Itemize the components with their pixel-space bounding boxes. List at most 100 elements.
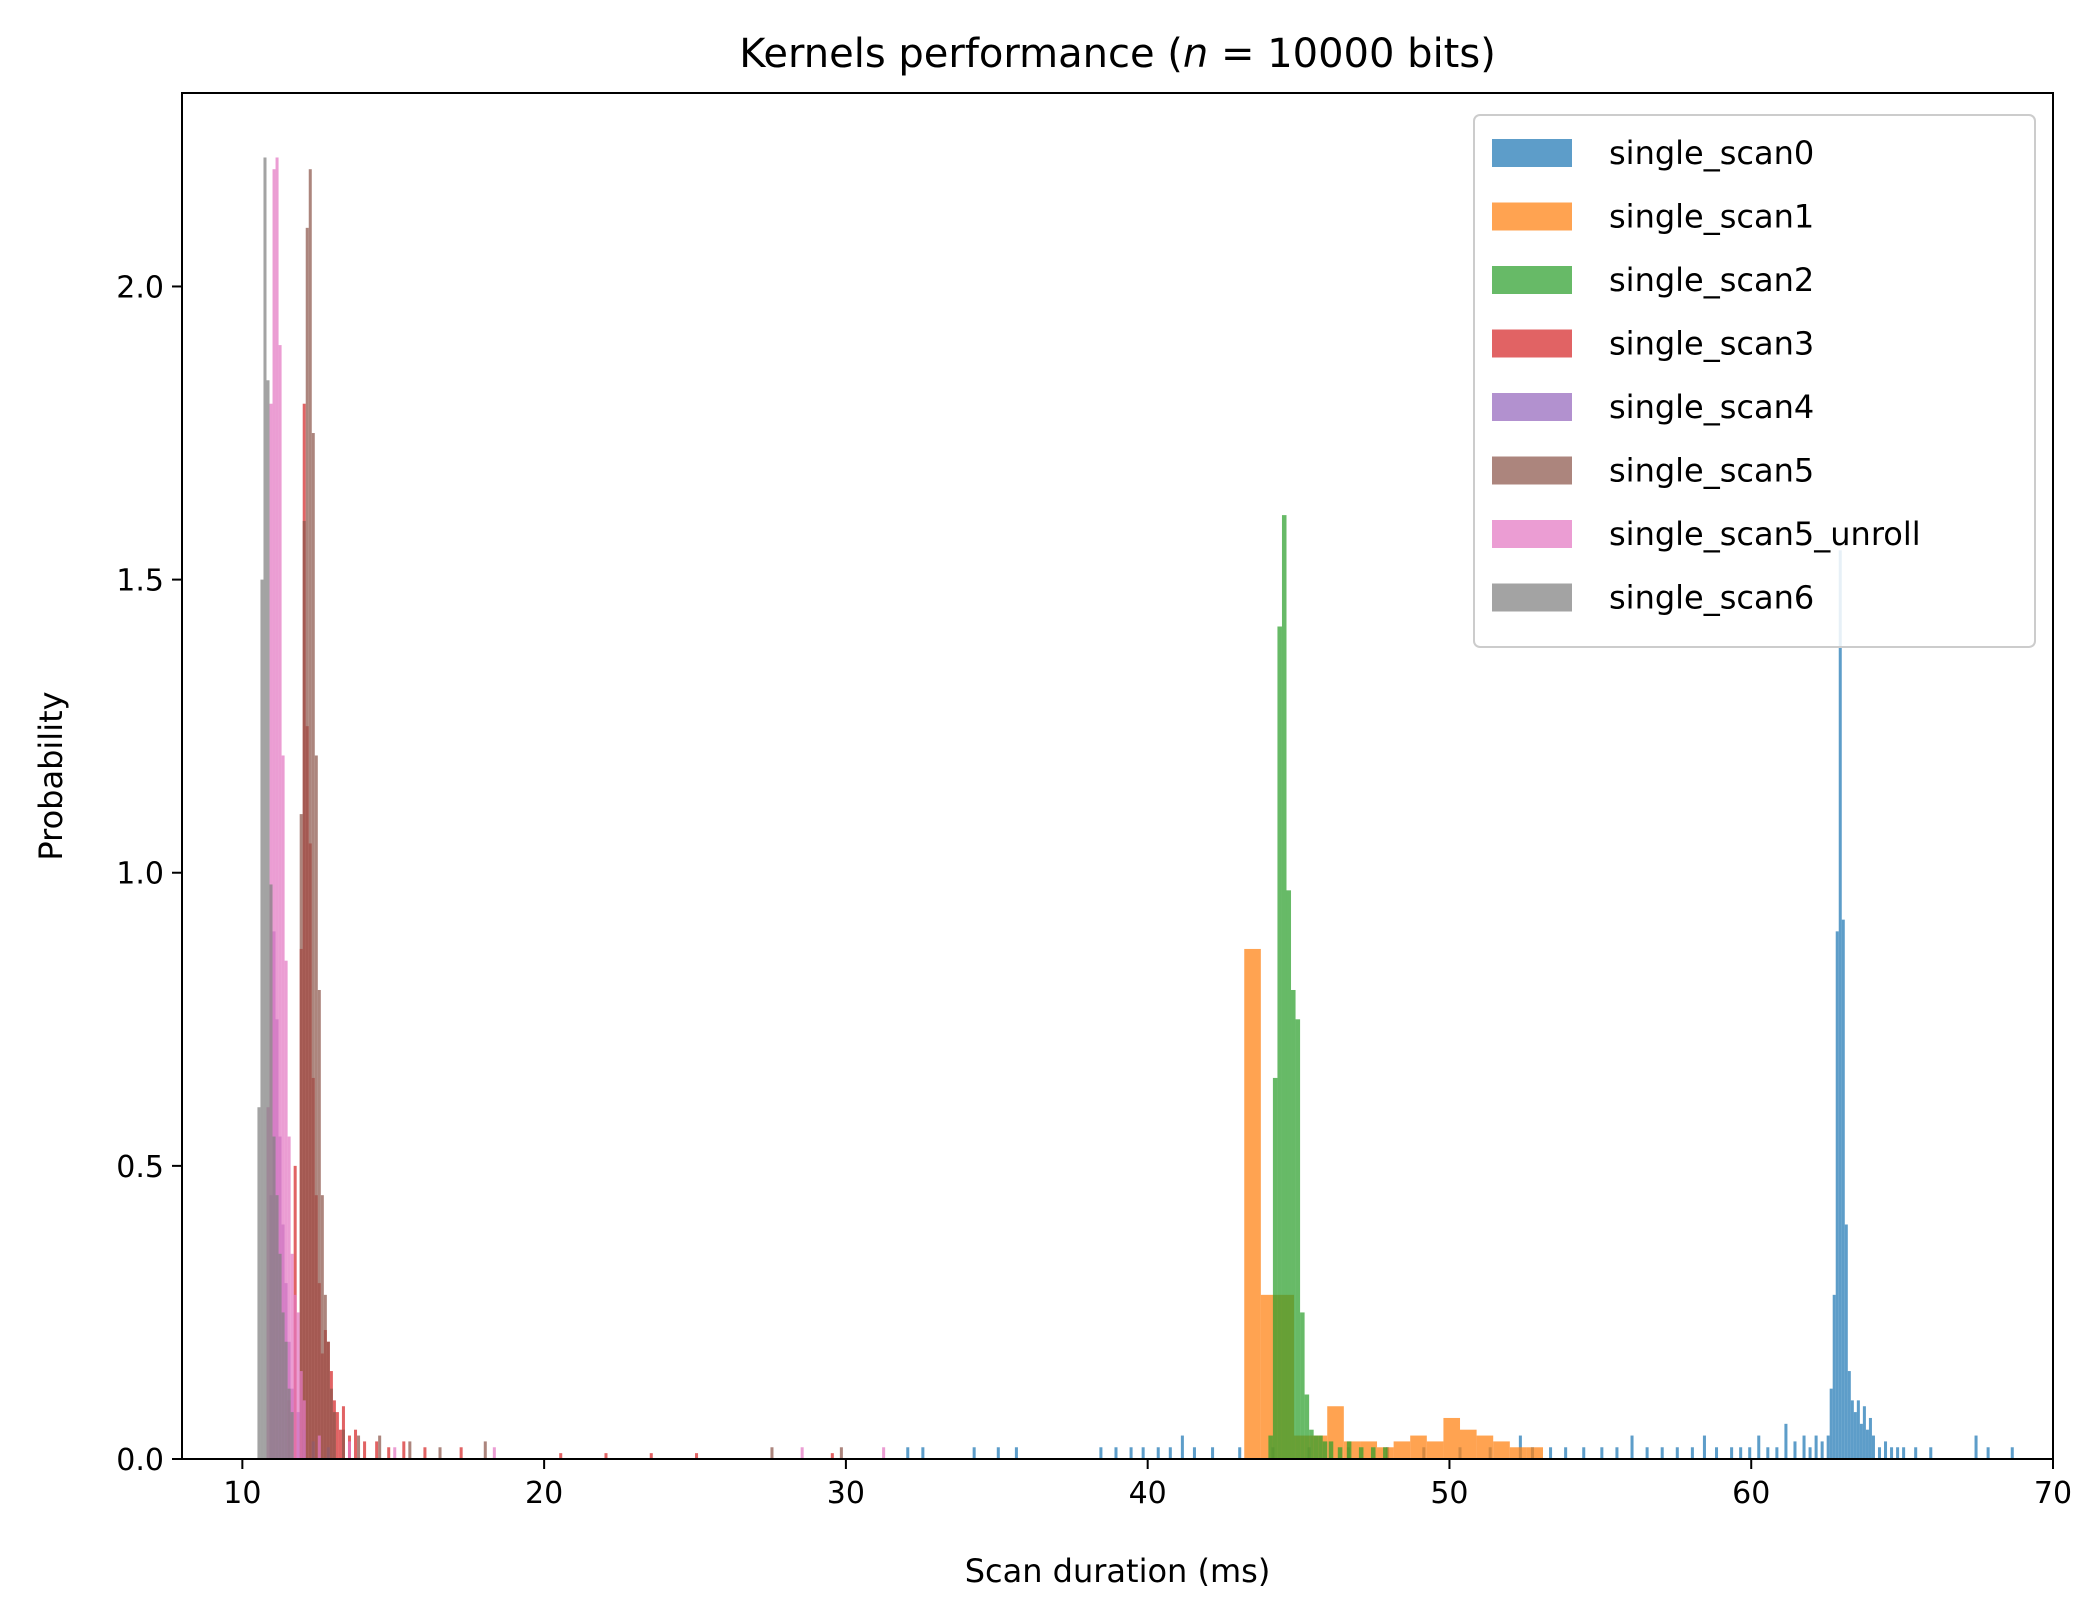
histogram-bar <box>921 1447 925 1459</box>
histogram-bar <box>278 345 282 1460</box>
histogram-bar <box>363 1441 367 1459</box>
histogram-bar <box>1304 1394 1310 1459</box>
histogram-bar <box>408 1441 412 1459</box>
histogram-bar <box>1582 1447 1586 1459</box>
legend-entry: single_scan5 <box>1492 452 1814 490</box>
histogram-bar <box>308 169 312 1460</box>
histogram-bar <box>1835 931 1839 1459</box>
histogram-bar <box>317 1435 321 1459</box>
series-single_scan5 <box>299 169 843 1460</box>
histogram-bar <box>1443 1417 1461 1459</box>
histogram-bar <box>1192 1447 1196 1459</box>
histogram-bar <box>326 1341 330 1459</box>
histogram-bar <box>305 227 309 1460</box>
histogram-bar <box>1328 1441 1334 1459</box>
histogram-bar <box>1865 1429 1869 1459</box>
legend-swatch <box>1492 393 1572 421</box>
histogram-bar <box>284 960 288 1459</box>
histogram-bar <box>1526 1447 1543 1459</box>
histogram-bar <box>1914 1447 1918 1459</box>
histogram-bar <box>290 1412 294 1459</box>
legend-swatch <box>1492 520 1572 548</box>
histogram-bar <box>1156 1447 1160 1459</box>
histogram-bar <box>1929 1447 1933 1459</box>
histogram-bar <box>311 433 315 1459</box>
histogram-bar <box>1820 1441 1824 1459</box>
legend-swatch <box>1492 266 1572 294</box>
series-single_scan5_unroll <box>266 157 886 1460</box>
y-tick-label: 0.0 <box>116 1443 164 1478</box>
histogram-bar <box>354 1429 358 1459</box>
histogram-bar <box>1850 1400 1854 1459</box>
histogram-bar <box>375 1441 379 1459</box>
histogram-bar <box>1630 1435 1634 1459</box>
histogram-bar <box>1847 1371 1851 1459</box>
histogram-bar <box>1211 1447 1215 1459</box>
legend-entry: single_scan3 <box>1492 325 1814 363</box>
y-axis-label: Probability <box>32 691 70 860</box>
histogram-bar <box>1114 1447 1118 1459</box>
histogram-bar <box>287 1388 291 1459</box>
histogram-bar <box>1370 1447 1376 1459</box>
histogram-bar <box>1393 1441 1411 1459</box>
legend-entry: single_scan4 <box>1492 388 1814 426</box>
histogram-bar <box>1826 1435 1830 1459</box>
histogram-bar <box>257 1107 261 1459</box>
histogram-bar <box>1272 1077 1278 1459</box>
legend-entry: single_scan1 <box>1492 198 1814 236</box>
series-single_scan2 <box>1268 515 1388 1459</box>
histogram-bar <box>1808 1447 1812 1459</box>
chart-title-variable: n <box>1183 31 1208 77</box>
histogram-bar <box>1238 1447 1242 1459</box>
histogram-bar <box>1766 1447 1770 1459</box>
histogram-bar <box>1549 1447 1553 1459</box>
histogram-bar <box>1748 1447 1752 1459</box>
histogram-bar <box>1757 1435 1761 1459</box>
histogram-bar <box>1337 1447 1343 1459</box>
histogram-bar <box>302 520 306 1459</box>
histogram-bar <box>299 814 303 1459</box>
x-tick-label: 50 <box>1430 1476 1468 1511</box>
histogram-bar <box>1829 1388 1833 1459</box>
histogram-bar <box>1180 1435 1184 1459</box>
histogram-bar <box>996 1447 1000 1459</box>
legend-swatch <box>1492 583 1572 612</box>
legend-entry: single_scan6 <box>1492 579 1814 617</box>
histogram-bar <box>1615 1447 1619 1459</box>
histogram-bar <box>459 1447 463 1459</box>
histogram-bar <box>1775 1447 1779 1459</box>
chart-title-prefix: Kernels performance ( <box>739 31 1183 77</box>
histogram-bar <box>1690 1447 1694 1459</box>
histogram-bar <box>278 1253 282 1459</box>
histogram-bar <box>1802 1435 1806 1459</box>
histogram-bar <box>1715 1447 1719 1459</box>
histogram-bar <box>1318 1435 1323 1459</box>
histogram-bar <box>1313 1435 1319 1459</box>
histogram-bar <box>695 1453 699 1459</box>
histogram-bar <box>275 157 279 1460</box>
histogram-bar <box>263 157 267 1460</box>
histogram-bar <box>1322 1441 1328 1459</box>
legend: single_scan0 single_scan1 single_scan2sing… <box>1473 114 2036 648</box>
histogram-bar <box>1509 1447 1527 1459</box>
legend-label: single_scan0 <box>1609 134 1814 172</box>
histogram-bar <box>281 755 285 1459</box>
y-tick-label: 0.5 <box>116 1150 164 1185</box>
histogram-bar <box>1600 1447 1604 1459</box>
histogram-bar <box>302 1400 306 1459</box>
histogram-bar <box>1859 1423 1863 1459</box>
legend-entry: single_scan0 <box>1492 134 1814 172</box>
histogram-bar <box>284 1341 288 1459</box>
histogram-bar <box>1739 1447 1743 1459</box>
histogram-bar <box>323 1294 327 1459</box>
histogram-bar <box>1986 1447 1990 1459</box>
histogram-bar <box>492 1447 496 1459</box>
histogram-bar <box>299 1371 303 1459</box>
legend-label: single_scan6 <box>1609 579 1814 617</box>
histogram-bar <box>341 1429 345 1459</box>
legend-entry: single_scan5_unroll <box>1492 515 1921 553</box>
histogram-bar <box>1902 1447 1906 1459</box>
x-axis-label: Scan duration (ms) <box>965 1552 1271 1590</box>
histogram-bar <box>649 1453 653 1459</box>
